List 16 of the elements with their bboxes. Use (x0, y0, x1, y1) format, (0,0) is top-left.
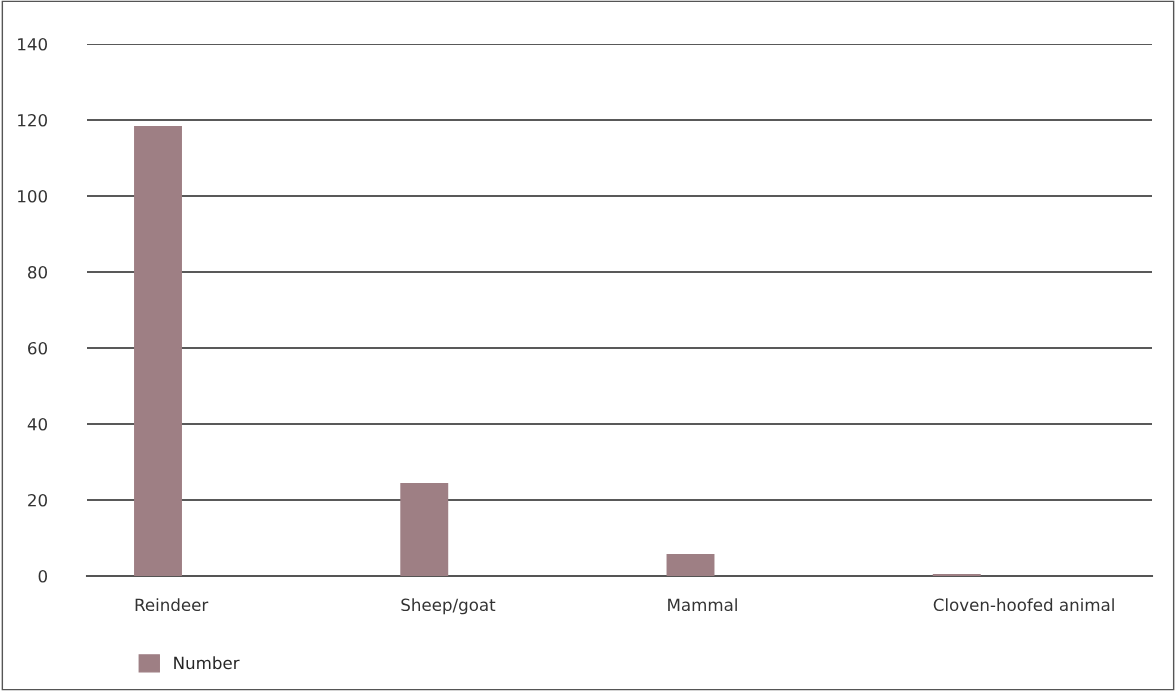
y-tick-label: 40 (27, 417, 47, 431)
bar (400, 482, 449, 576)
y-tick-label: 20 (28, 493, 47, 507)
x-tick-label: Mammal (668, 598, 737, 612)
y-tick-label: 80 (28, 265, 47, 279)
legend-label: Number (174, 656, 240, 670)
y-tick-label: 60 (28, 341, 47, 355)
bar (666, 553, 715, 576)
y-tick-label: 100 (18, 189, 47, 203)
bar (134, 126, 182, 576)
x-tick-label: Sheep/goat (401, 598, 496, 615)
y-tick-label: 120 (18, 113, 47, 127)
y-tick-label: 0 (38, 569, 47, 583)
x-tick-label: Cloven-hoofed animal (933, 598, 1114, 612)
x-tick-label: Reindeer (135, 598, 209, 612)
y-tick-label: 140 (18, 37, 47, 51)
